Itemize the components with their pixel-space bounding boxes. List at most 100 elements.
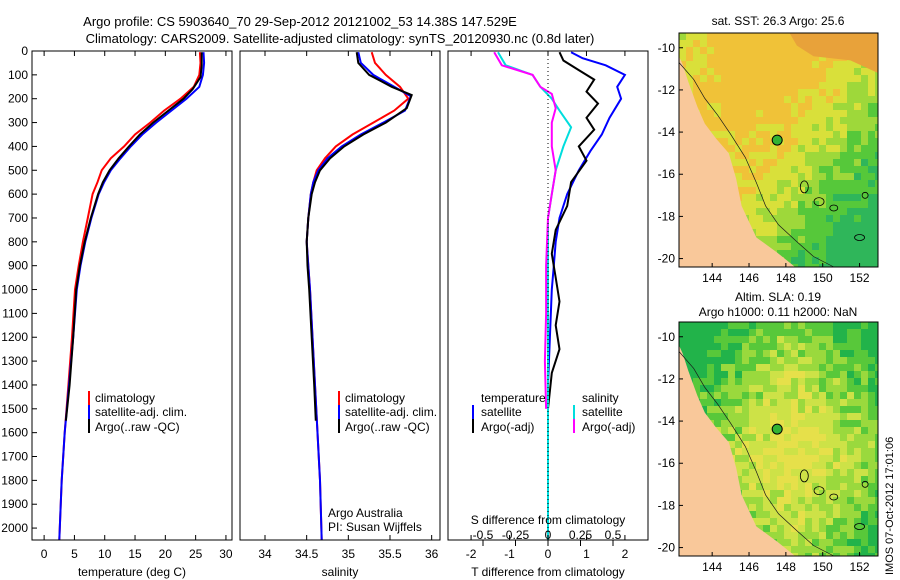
ocean-cell [735, 350, 742, 357]
ocean-cell [770, 124, 777, 131]
ocean-cell [805, 420, 812, 427]
ocean-cell [833, 264, 840, 267]
ocean-cell [763, 166, 770, 173]
ocean-cell [728, 392, 735, 399]
ocean-cell [819, 96, 826, 103]
ocean-cell [805, 173, 812, 180]
ocean-cell [763, 215, 770, 222]
ocean-cell [854, 553, 861, 556]
ocean-cell [819, 413, 826, 420]
ocean-cell [721, 82, 728, 89]
s-tick-label: 0 [545, 528, 552, 542]
ocean-cell [749, 392, 756, 399]
ocean-cell [798, 82, 805, 89]
ocean-cell [791, 61, 798, 68]
ocean-cell [875, 173, 878, 180]
ocean-cell [693, 47, 700, 54]
ocean-cell [854, 469, 861, 476]
ocean-cell [770, 117, 777, 124]
ocean-cell [826, 406, 833, 413]
ocean-cell [826, 187, 833, 194]
ocean-cell [812, 378, 819, 385]
ocean-cell [791, 138, 798, 145]
ocean-cell [847, 364, 854, 371]
ocean-cell [735, 441, 742, 448]
ocean-cell [721, 329, 728, 336]
ocean-cell [840, 236, 847, 243]
ocean-cell [819, 208, 826, 215]
ocean-cell [861, 124, 868, 131]
s-difference-label: S difference from climatology [471, 513, 626, 527]
ocean-cell [728, 413, 735, 420]
ocean-cell [805, 166, 812, 173]
ocean-cell [819, 124, 826, 131]
ocean-cell [833, 180, 840, 187]
ocean-cell [742, 89, 749, 96]
ocean-cell [777, 117, 784, 124]
ocean-cell [735, 33, 742, 40]
ocean-cell [791, 222, 798, 229]
ocean-cell [826, 208, 833, 215]
ocean-cell [749, 68, 756, 75]
ocean-cell [777, 250, 784, 257]
ocean-cell [770, 497, 777, 504]
ocean-cell [861, 264, 868, 267]
ocean-cell [854, 124, 861, 131]
ocean-cell [721, 357, 728, 364]
ocean-cell [784, 420, 791, 427]
ocean-cell [700, 75, 707, 82]
ocean-cell [707, 413, 714, 420]
ocean-cell [847, 180, 854, 187]
legend-label-s-argo: Argo(-adj) [582, 420, 635, 434]
ocean-cell [728, 371, 735, 378]
ocean-cell [700, 336, 707, 343]
ocean-cell [798, 166, 805, 173]
ocean-cell [875, 336, 878, 343]
ocean-cell [770, 222, 777, 229]
ocean-cell [721, 420, 728, 427]
ocean-cell [700, 40, 707, 47]
y-tick-label: 500 [8, 163, 28, 177]
ocean-cell [833, 243, 840, 250]
ocean-cell [826, 61, 833, 68]
ocean-cell [861, 392, 868, 399]
ocean-cell [868, 504, 875, 511]
ocean-cell [742, 131, 749, 138]
ocean-cell [819, 61, 826, 68]
ocean-cell [840, 173, 847, 180]
ocean-cell [833, 103, 840, 110]
ocean-cell [791, 180, 798, 187]
ocean-cell [840, 490, 847, 497]
ocean-cell [798, 462, 805, 469]
ocean-cell [854, 145, 861, 152]
ocean-cell [833, 110, 840, 117]
ocean-cell [875, 229, 878, 236]
ocean-cell [798, 250, 805, 257]
ocean-cell [791, 145, 798, 152]
ocean-cell [826, 110, 833, 117]
ocean-cell [833, 96, 840, 103]
ocean-cell [868, 201, 875, 208]
ocean-cell [742, 138, 749, 145]
ocean-cell [791, 201, 798, 208]
ocean-cell [763, 350, 770, 357]
ocean-cell [777, 469, 784, 476]
ocean-cell [784, 455, 791, 462]
ocean-cell [826, 180, 833, 187]
ocean-cell [833, 385, 840, 392]
ocean-cell [812, 434, 819, 441]
ocean-cell [840, 187, 847, 194]
ocean-cell [749, 399, 756, 406]
ocean-cell [812, 329, 819, 336]
ocean-cell [784, 357, 791, 364]
ocean-cell [854, 511, 861, 518]
ocean-cell [784, 215, 791, 222]
ocean-cell [861, 68, 868, 75]
ocean-cell [763, 194, 770, 201]
ocean-cell [847, 462, 854, 469]
ocean-cell [756, 215, 763, 222]
ocean-cell [770, 180, 777, 187]
ocean-cell [805, 117, 812, 124]
ocean-cell [735, 392, 742, 399]
ocean-cell [728, 117, 735, 124]
